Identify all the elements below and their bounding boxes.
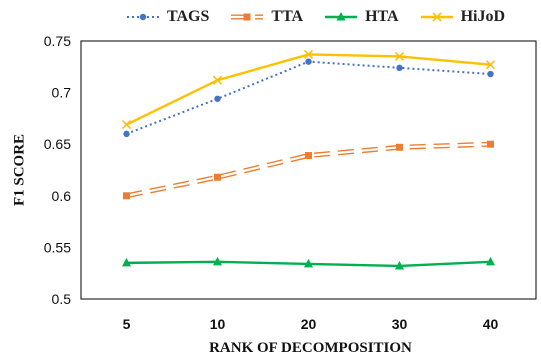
x-tick-label: 30 — [392, 316, 408, 332]
data-point-tta — [396, 143, 403, 151]
x-tick-label: 10 — [210, 316, 226, 332]
y-tick-labels: 0.5 0.55 0.6 0.65 0.7 0.75 — [44, 33, 71, 307]
legend-marker-hijod — [432, 12, 442, 22]
series-tta — [123, 140, 494, 200]
x-tick-labels: 5 10 20 30 40 — [123, 316, 499, 332]
data-point-tags — [396, 64, 403, 72]
data-point-tags — [487, 70, 494, 78]
x-tick-label: 20 — [301, 316, 317, 332]
legend-marker-tags — [139, 13, 147, 21]
marker-stroke — [212, 75, 223, 85]
marker-stroke — [394, 51, 405, 62]
data-point-hta — [395, 260, 404, 270]
legend-label-hijod: HiJoD — [460, 8, 506, 25]
x-tick-label: 40 — [483, 316, 499, 332]
chart-axes — [80, 40, 537, 300]
data-point-hta — [213, 256, 222, 266]
data-point-tta — [305, 152, 312, 160]
legend-swatch-hijod — [420, 12, 453, 22]
series-tags — [123, 58, 494, 138]
data-point-hijod — [394, 51, 405, 62]
plot-area-border — [80, 40, 537, 300]
legend-item-tags: TAGS — [125, 8, 209, 26]
legend-item-hta: HTA — [323, 8, 399, 26]
legend-label-tags: TAGS — [167, 8, 210, 25]
y-tick-label: 0.6 — [52, 188, 72, 204]
series-hijod — [121, 49, 496, 130]
legend-swatch-tta — [231, 13, 264, 21]
data-point-tags — [123, 130, 130, 138]
chart-legend: TAGS TTA HTA HiJoD — [125, 6, 505, 28]
x-axis-label: RANK OF DECOMPOSITION — [209, 340, 412, 356]
y-tick-label: 0.5 — [52, 291, 72, 307]
data-point-hta — [122, 257, 131, 267]
chart-series — [121, 49, 496, 270]
legend-label-tta: TTA — [271, 8, 304, 25]
data-point-hijod — [485, 60, 496, 70]
series-line-hijod — [125, 53, 491, 126]
legend-marker-hta — [336, 12, 346, 21]
line-inner — [126, 143, 491, 197]
y-tick-label: 0.65 — [44, 136, 71, 152]
series-line-tta — [125, 141, 491, 199]
legend-item-tta: TTA — [229, 8, 303, 26]
y-tick-label: 0.55 — [44, 239, 71, 255]
data-point-hijod — [212, 75, 223, 85]
data-point-tta — [123, 192, 130, 200]
data-point-tags — [305, 58, 312, 65]
data-point-tags — [214, 95, 221, 102]
marker-stroke — [121, 120, 132, 130]
data-point-tta — [487, 140, 494, 148]
y-tick-label: 0.7 — [52, 85, 72, 101]
y-axis-label: F1 SCORE — [11, 133, 28, 207]
x-tick-label: 5 — [123, 316, 131, 332]
marker-stroke — [432, 12, 442, 22]
marker-stroke — [303, 49, 314, 59]
legend-marker-tta — [243, 13, 251, 21]
y-tick-label: 0.75 — [44, 33, 71, 49]
legend-swatch-hta — [325, 12, 358, 21]
data-point-hijod — [303, 49, 314, 59]
data-point-tta — [214, 173, 221, 181]
data-point-hijod — [121, 120, 132, 130]
series-hta — [122, 256, 495, 270]
data-point-hta — [486, 256, 495, 266]
line-outer — [125, 141, 491, 199]
data-point-hta — [304, 258, 313, 268]
legend-item-hijod: HiJoD — [419, 8, 505, 26]
marker-stroke — [485, 60, 496, 70]
legend-swatch-tags — [127, 13, 159, 21]
legend-label-hta: HTA — [365, 8, 399, 25]
